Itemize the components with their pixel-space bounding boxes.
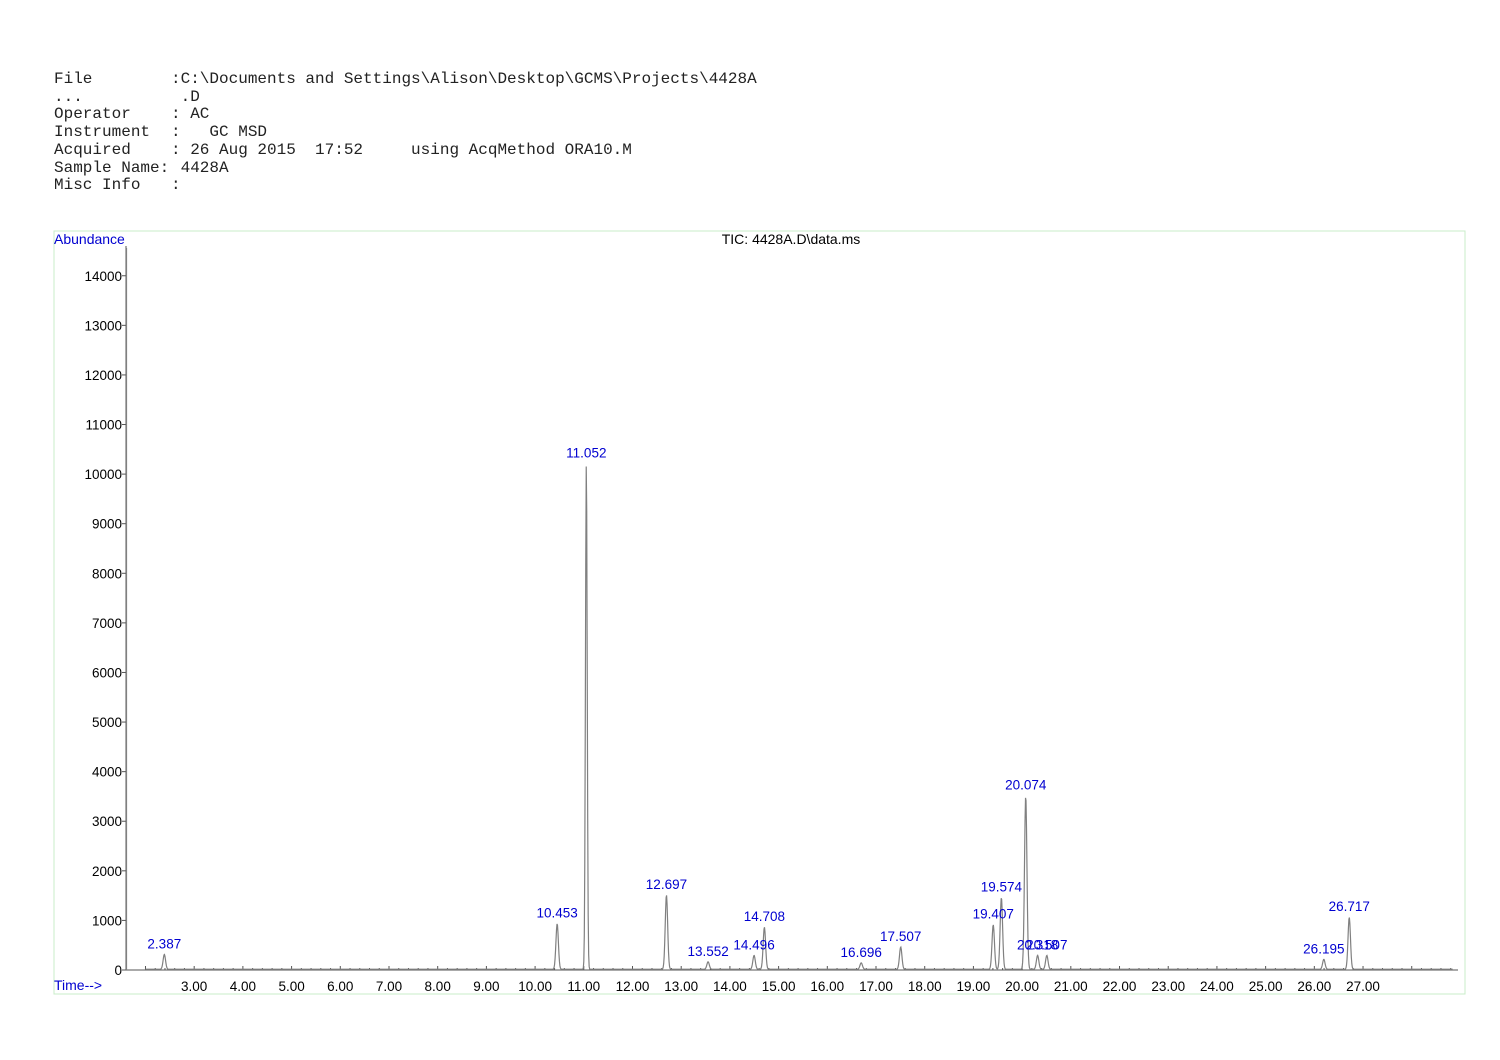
plot-frame (53, 230, 1466, 995)
y-axis-label: Abundance (54, 231, 125, 247)
x-tick-label: 16.00 (810, 979, 844, 994)
x-tick-label: 11.00 (567, 979, 600, 994)
y-tick-label: 0 (114, 963, 122, 978)
x-tick-label: 10.00 (518, 979, 552, 994)
y-tick-label: 14000 (84, 269, 122, 284)
x-tick-label: 14.00 (713, 979, 747, 994)
peak-label: 16.696 (841, 945, 882, 960)
x-tick-label: 22.00 (1103, 979, 1137, 994)
y-tick-label: 12000 (84, 368, 122, 383)
acquired-value: : 26 Aug 2015 17:52 using AcqMethod ORA1… (171, 140, 632, 159)
peak-label: 20.507 (1026, 937, 1067, 952)
x-tick-label: 4.00 (230, 979, 256, 994)
x-tick-label: 15.00 (762, 979, 796, 994)
y-tick-label: 6000 (92, 665, 122, 680)
file-continuation-label: ... (54, 87, 83, 106)
y-tick-label: 5000 (92, 715, 122, 730)
y-tick-label: 3000 (92, 814, 122, 829)
x-tick-label: 12.00 (616, 979, 650, 994)
x-tick-label: 21.00 (1054, 979, 1088, 994)
instrument-row: Instrument : GC MSD (54, 123, 757, 142)
y-tick-label: 2000 (92, 864, 122, 879)
x-tick-label: 27.00 (1346, 979, 1380, 994)
x-tick-label: 9.00 (473, 979, 499, 994)
acquired-row: Acquired : 26 Aug 2015 17:52 using AcqMet… (54, 140, 757, 160)
x-tick-label: 7.00 (376, 979, 402, 994)
x-tick-label: 24.00 (1200, 979, 1234, 994)
peak-label: 20.318 (1017, 937, 1058, 952)
y-tick-label: 8000 (92, 566, 122, 581)
tic-trace (145, 466, 1453, 970)
x-tick-label: 13.00 (664, 979, 698, 994)
x-tick-label: 23.00 (1151, 979, 1185, 994)
file-info-header: File :C:\Documents and Settings\Alison\De… (54, 70, 757, 195)
y-tick-label: 4000 (92, 765, 122, 780)
peak-label: 26.195 (1303, 941, 1344, 956)
sample-name-label: Sample Name: (54, 158, 170, 177)
x-tick-label: 3.00 (181, 979, 207, 994)
file-continuation-value: .D (171, 87, 200, 106)
x-tick-label: 6.00 (327, 979, 353, 994)
misc-info-value: : (171, 176, 181, 195)
peak-label: 17.507 (880, 929, 921, 944)
peak-label: 26.717 (1329, 899, 1370, 914)
peak-label: 20.074 (1005, 778, 1047, 793)
y-tick-label: 9000 (92, 517, 122, 532)
file-continuation-row: ... .D (54, 87, 757, 107)
instrument-label: Instrument (54, 123, 151, 142)
peak-label: 13.552 (687, 944, 728, 959)
sample-name-row: Sample Name: 4428A (54, 158, 757, 178)
x-tick-label: 5.00 (278, 979, 304, 994)
x-tick-label: 20.00 (1005, 979, 1039, 994)
peak-label: 12.697 (646, 877, 687, 892)
y-tick-label: 13000 (84, 318, 122, 333)
peak-label: 10.453 (537, 906, 578, 921)
file-row: File :C:\Documents and Settings\Alison\De… (54, 70, 757, 89)
y-axis-ticks: 0 1000 2000 3000 4000 5000 6000 7000 8000 9000 100… (84, 269, 126, 978)
peak-label: 2.387 (147, 936, 181, 951)
instrument-value: : GC MSD (171, 123, 268, 142)
sample-name-value: 4428A (171, 158, 229, 177)
y-tick-label: 1000 (92, 913, 122, 928)
misc-info-label: Misc Info (54, 176, 141, 195)
peak-label: 19.407 (973, 907, 1014, 922)
peak-label: 14.708 (744, 909, 785, 924)
x-tick-label: 19.00 (957, 979, 991, 994)
file-value: :C:\Documents and Settings\Alison\Deskto… (171, 70, 757, 88)
file-label: File (54, 70, 93, 88)
peak-label: 19.574 (981, 879, 1023, 894)
operator-label: Operator (54, 105, 131, 124)
peak-label: 11.052 (566, 445, 606, 460)
peak-labels: 2.387 10.453 11.052 12.697 13.552 14.496 14.70… (147, 445, 1369, 959)
peak-label: 14.496 (733, 937, 774, 952)
x-axis-label: Time--> (54, 977, 102, 993)
operator-row: Operator : AC (54, 106, 757, 124)
y-tick-label: 7000 (92, 616, 122, 631)
chart-title: TIC: 4428A.D\data.ms (722, 231, 861, 247)
misc-info-row: Misc Info: (54, 176, 757, 195)
x-tick-label: 26.00 (1297, 979, 1331, 994)
acquired-label: Acquired (54, 140, 131, 159)
y-tick-label: 10000 (84, 467, 122, 482)
x-tick-label: 18.00 (908, 979, 942, 994)
x-tick-label: 17.00 (859, 979, 893, 994)
operator-value: : AC (171, 105, 210, 124)
x-tick-label: 25.00 (1249, 979, 1283, 994)
x-tick-label: 8.00 (425, 979, 451, 994)
y-tick-label: 11000 (85, 418, 122, 433)
